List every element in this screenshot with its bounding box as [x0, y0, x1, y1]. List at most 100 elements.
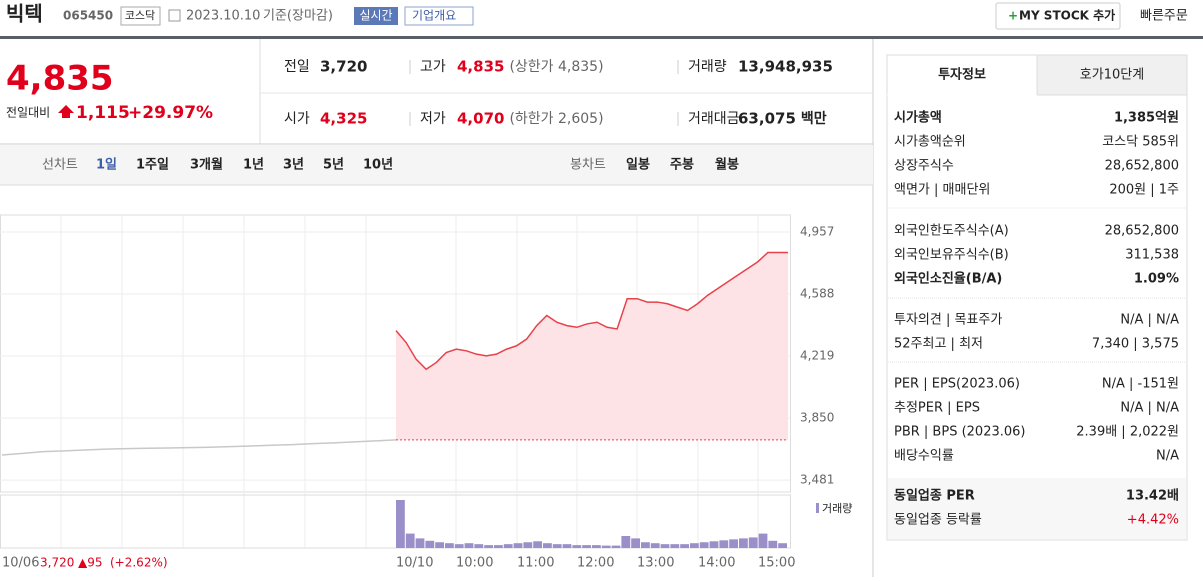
volume-bar	[592, 545, 601, 548]
volume-bar	[543, 543, 552, 548]
info-value: 1.09%	[1134, 272, 1179, 287]
field-label: 전일	[284, 59, 310, 75]
volume-bar	[396, 500, 405, 548]
field-label: 거래대금	[688, 111, 740, 127]
volume-bar	[660, 544, 670, 548]
plot-frame	[0, 214, 791, 493]
tab[interactable]: 3개월	[190, 157, 223, 173]
tab[interactable]: 5년	[323, 158, 344, 173]
volume-bar	[778, 543, 787, 548]
stock-code: 065450	[63, 9, 113, 23]
x-tick-label: 10/06	[2, 556, 39, 571]
panel-tab[interactable]: 투자정보	[938, 67, 986, 83]
price: 4,835	[6, 59, 114, 99]
stock-name: 빅텍	[6, 2, 43, 26]
field-value: 4,070	[457, 110, 504, 128]
y-tick-label: 4,588	[800, 286, 834, 300]
info-label: 외국인소진율(B/A)	[894, 271, 1002, 287]
volume-bar	[621, 536, 631, 548]
volume-bar	[562, 544, 572, 548]
mystock-button[interactable]: MY STOCK 추가	[1019, 8, 1115, 23]
volume-bar	[650, 543, 660, 548]
tab[interactable]: 3년	[283, 158, 304, 173]
info-value: +4.42%	[1127, 513, 1179, 528]
volume-bar	[445, 543, 454, 548]
info-label: 액면가 | 매매단위	[894, 183, 990, 198]
tab[interactable]: 주봉	[670, 158, 694, 173]
volume-bar	[758, 533, 768, 548]
volume-bar	[709, 541, 719, 548]
tab-label: 봉차트	[570, 158, 606, 173]
overview[interactable]: 기업개요	[412, 9, 456, 23]
price-line	[395, 251, 788, 371]
realtime[interactable]: 실시간	[359, 9, 392, 23]
tab[interactable]: 1주일	[136, 158, 169, 173]
volume-bar	[670, 544, 680, 548]
field-label: 시가	[284, 111, 310, 127]
field-label: 고가	[420, 59, 446, 75]
volume-bar	[680, 544, 689, 548]
x-tick-label: 12:00	[577, 556, 614, 571]
field-value: 63,075	[738, 110, 796, 128]
info-value: 2.39배 | 2,022원	[1076, 425, 1179, 440]
volume-frame	[0, 494, 791, 549]
field-value: 4,325	[320, 110, 367, 128]
info-label: PER | EPS(2023.06)	[894, 377, 1020, 392]
field-label: 저가	[420, 111, 446, 127]
change-label: 전일대비	[6, 106, 50, 120]
info-label: 추정PER | EPS	[894, 401, 980, 416]
x-tick-label: 10/10	[396, 556, 433, 571]
volume-bar	[405, 533, 415, 548]
field-value: 4,835	[457, 58, 504, 76]
change: 1,115	[76, 103, 130, 123]
tab[interactable]: 월봉	[715, 157, 739, 173]
field-note: (상한가 4,835)	[509, 59, 603, 75]
svg-text:+: +	[1008, 9, 1018, 23]
volume-bar	[739, 538, 748, 548]
tab-label: 선차트	[42, 158, 78, 173]
volume-bar	[641, 542, 650, 548]
field-unit: 백만	[801, 111, 827, 127]
tab[interactable]: 일봉	[626, 158, 650, 173]
info-value: 7,340 | 3,575	[1092, 337, 1179, 352]
volume-bar	[435, 542, 444, 548]
volume-bar	[425, 540, 435, 548]
footer-price: 3,720	[40, 556, 74, 570]
volume-bar	[729, 539, 738, 548]
field-value: 3,720	[320, 58, 367, 76]
y-tick-label: 3,850	[800, 411, 834, 425]
volume-bar	[748, 537, 758, 548]
info-label: 배당수익률	[894, 449, 954, 464]
volume-bar	[503, 544, 513, 548]
info-value: 13.42배	[1126, 488, 1179, 504]
volume-bar	[552, 544, 562, 548]
volume-bar	[582, 545, 591, 548]
info-value: N/A | N/A	[1120, 313, 1179, 328]
info-value: 28,652,800	[1105, 159, 1179, 174]
info-label: 외국인보유주식수(B)	[894, 248, 1009, 263]
volume-bar	[523, 542, 533, 548]
footer-change: ▲95	[78, 556, 103, 570]
tab[interactable]: 1일	[96, 158, 117, 173]
volume-bar	[719, 540, 729, 548]
change-pct: +29.97%	[128, 103, 213, 123]
volume-bar	[768, 540, 778, 548]
tab[interactable]: 10년	[363, 158, 393, 173]
volume-bar	[494, 545, 503, 548]
y-tick-label: 4,957	[800, 224, 834, 238]
volume-bar	[415, 538, 425, 548]
area	[396, 252, 788, 440]
quick-order[interactable]: 빠른주문	[1140, 9, 1188, 24]
panel-tab[interactable]: 호가10단계	[1080, 68, 1144, 83]
x-tick-label: 14:00	[698, 556, 735, 571]
tab[interactable]: 1년	[243, 158, 264, 173]
volume-bar	[464, 543, 474, 548]
info-value: 311,538	[1125, 248, 1179, 263]
info-value: N/A | -151원	[1102, 377, 1179, 392]
volume-bar	[611, 545, 621, 548]
info-label: 시가총액순위	[894, 135, 966, 150]
info-label: 외국인한도주식수(A)	[894, 224, 1009, 239]
volume-bar	[533, 541, 542, 548]
y-tick-label: 3,481	[800, 473, 834, 487]
